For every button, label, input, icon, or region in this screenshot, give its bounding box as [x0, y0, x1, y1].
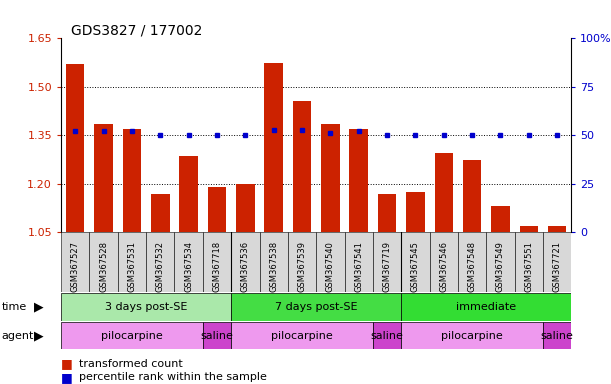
Text: GSM367548: GSM367548	[467, 241, 477, 292]
Bar	[231, 322, 373, 349]
Bar	[543, 322, 571, 349]
Bar	[288, 232, 316, 292]
Bar	[373, 232, 401, 292]
Text: GSM367546: GSM367546	[439, 241, 448, 292]
Bar	[95, 124, 113, 232]
Bar	[491, 207, 510, 232]
Text: pilocarpine: pilocarpine	[101, 331, 163, 341]
Text: GSM367718: GSM367718	[213, 241, 222, 292]
Text: immediate: immediate	[456, 302, 516, 312]
Text: GSM367721: GSM367721	[552, 241, 562, 292]
Bar	[175, 232, 203, 292]
Text: ▶: ▶	[34, 329, 43, 342]
Text: GSM367536: GSM367536	[241, 241, 250, 292]
Bar	[61, 232, 89, 292]
Bar	[373, 322, 401, 349]
Bar	[260, 232, 288, 292]
Bar	[123, 129, 141, 232]
Text: agent: agent	[2, 331, 34, 341]
Bar	[349, 129, 368, 232]
Text: saline: saline	[541, 331, 574, 341]
Text: GSM367539: GSM367539	[298, 241, 307, 292]
Bar	[208, 187, 226, 232]
Text: 7 days post-SE: 7 days post-SE	[275, 302, 357, 312]
Bar	[519, 226, 538, 232]
Bar	[61, 322, 203, 349]
Bar	[458, 232, 486, 292]
Text: time: time	[2, 302, 27, 312]
Bar	[514, 232, 543, 292]
Text: pilocarpine: pilocarpine	[441, 331, 503, 341]
Bar	[203, 322, 231, 349]
Bar	[543, 232, 571, 292]
Bar	[486, 232, 514, 292]
Bar	[151, 194, 169, 232]
Text: GSM367538: GSM367538	[269, 241, 278, 292]
Bar	[231, 293, 401, 321]
Bar	[293, 101, 311, 232]
Text: GSM367549: GSM367549	[496, 241, 505, 292]
Text: ■: ■	[61, 358, 73, 371]
Text: ■: ■	[61, 371, 73, 384]
Text: saline: saline	[371, 331, 403, 341]
Bar	[434, 153, 453, 232]
Bar	[401, 293, 571, 321]
Bar	[61, 293, 231, 321]
Text: ▶: ▶	[34, 300, 43, 313]
Text: pilocarpine: pilocarpine	[271, 331, 333, 341]
Bar	[548, 226, 566, 232]
Bar	[321, 124, 340, 232]
Bar	[265, 63, 283, 232]
Text: GSM367527: GSM367527	[71, 241, 80, 292]
Text: GSM367534: GSM367534	[184, 241, 193, 292]
Text: GSM367541: GSM367541	[354, 241, 363, 292]
Text: percentile rank within the sample: percentile rank within the sample	[79, 372, 267, 382]
Bar	[406, 192, 425, 232]
Text: GSM367532: GSM367532	[156, 241, 165, 292]
Bar	[203, 232, 231, 292]
Text: GSM367540: GSM367540	[326, 241, 335, 292]
Bar	[236, 184, 255, 232]
Bar	[146, 232, 175, 292]
Bar	[118, 232, 146, 292]
Text: GSM367719: GSM367719	[382, 241, 392, 292]
Text: 3 days post-SE: 3 days post-SE	[105, 302, 188, 312]
Bar	[463, 160, 481, 232]
Bar	[316, 232, 345, 292]
Bar	[401, 322, 543, 349]
Bar	[66, 64, 84, 232]
Bar	[430, 232, 458, 292]
Bar	[180, 156, 198, 232]
Text: transformed count: transformed count	[79, 359, 183, 369]
Text: GSM367545: GSM367545	[411, 241, 420, 292]
Bar	[345, 232, 373, 292]
Text: GSM367531: GSM367531	[128, 241, 136, 292]
Text: GSM367528: GSM367528	[99, 241, 108, 292]
Text: GSM367551: GSM367551	[524, 241, 533, 292]
Bar	[89, 232, 118, 292]
Text: saline: saline	[200, 331, 233, 341]
Bar	[378, 194, 397, 232]
Bar	[231, 232, 260, 292]
Bar	[401, 232, 430, 292]
Text: GDS3827 / 177002: GDS3827 / 177002	[71, 23, 203, 37]
